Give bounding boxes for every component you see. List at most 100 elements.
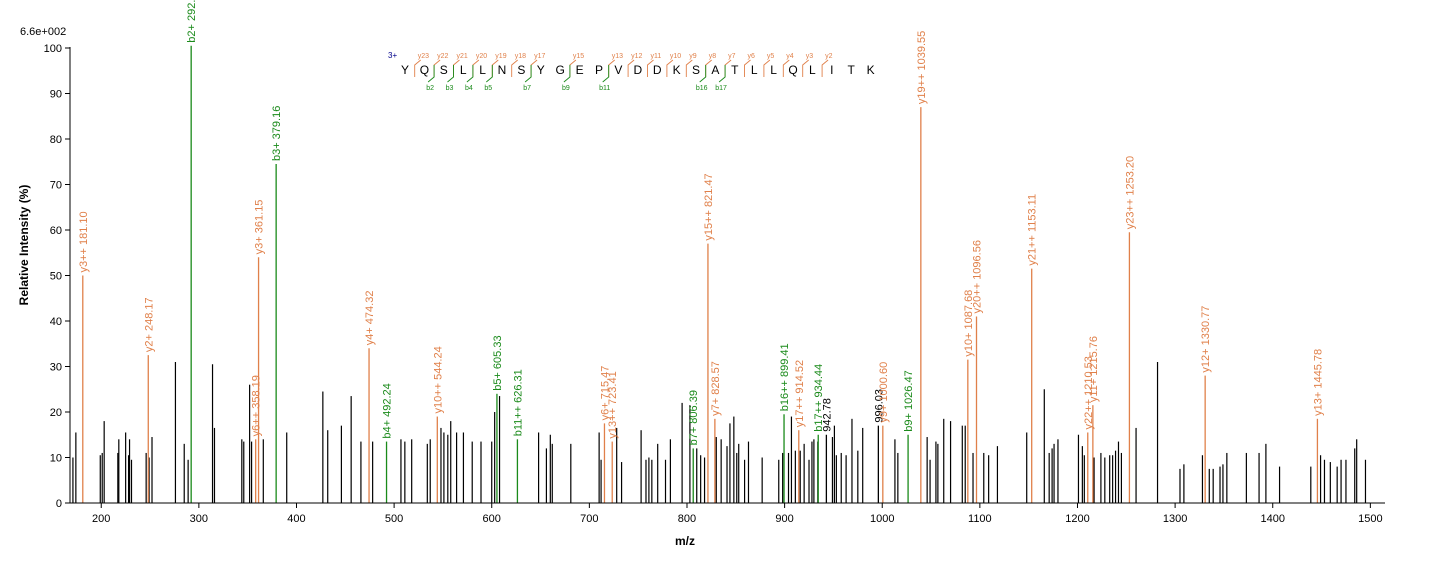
peak-label: y21++ 1153.11	[1027, 194, 1039, 266]
y-tick-label: 70	[50, 180, 62, 192]
peak-label: b5+ 605.33	[492, 335, 504, 390]
x-tick-label: 400	[287, 513, 305, 525]
x-tick-label: 1200	[1065, 513, 1089, 525]
peak-label: y11+ 1215.76	[1088, 336, 1100, 402]
y-tick-label: 30	[50, 362, 62, 374]
peak-label: y13+ 1445.78	[1312, 349, 1324, 416]
sequence-residue: G	[556, 63, 565, 77]
y-tick-label: 40	[50, 316, 62, 328]
sequence-residue: L	[460, 63, 467, 77]
y-tick-label: 50	[50, 271, 62, 283]
y-tick-label: 80	[50, 134, 62, 146]
sequence-residue: L	[751, 63, 758, 77]
x-axis-title: m/z	[675, 534, 695, 548]
peak-label: y4+ 474.32	[364, 291, 376, 346]
y-ion-label: y11	[651, 53, 662, 60]
y-ion-bracket	[414, 59, 421, 77]
x-tick-label: 1300	[1163, 513, 1187, 525]
peak-label: y6+ 715.47	[599, 366, 611, 421]
b-ion-label: b16	[696, 85, 708, 92]
peak-label: 996.03	[873, 389, 885, 423]
peak-label: y10++ 544.24	[432, 346, 444, 413]
x-tick-label: 1000	[870, 513, 894, 525]
sequence-residue: S	[692, 63, 700, 77]
x-tick-label: 1500	[1358, 513, 1382, 525]
peak-label: y22++ 1210.53	[1083, 356, 1095, 429]
b-ion-label: b11	[599, 85, 610, 92]
y-ion-label: y9	[689, 53, 697, 60]
peak-labels-group: y3++ 181.10 y2+ 248.17 b2+ 292.12 y6++ 358.…	[78, 0, 1325, 445]
peak-label: y23++ 1253.20	[1124, 156, 1136, 229]
y-axis-title: Relative Intensity (%)	[17, 185, 31, 306]
b-ion-bracket	[466, 65, 474, 83]
sequence-residue: S	[440, 63, 448, 77]
y-ion-bracket	[627, 59, 635, 77]
peak-label: 942.78	[821, 398, 833, 432]
y-ion-bracket	[647, 59, 654, 77]
x-tick-label: 900	[775, 513, 793, 525]
x-tick-label: 300	[190, 513, 208, 525]
peak-label: y3+ 361.15	[254, 200, 266, 255]
b-ion-label: b7	[523, 85, 531, 92]
peak-label: b7+ 806.39	[688, 390, 700, 445]
x-tick-label: 500	[385, 513, 403, 525]
x-tick-label: 1400	[1260, 513, 1284, 525]
sequence-residue: N	[498, 63, 507, 77]
b-ion-bracket	[699, 65, 707, 83]
sequence-residue: Q	[788, 63, 797, 77]
peak-label: b17++ 934.44	[813, 364, 825, 432]
x-tick-label: 200	[92, 513, 110, 525]
b-ion-bracket	[486, 65, 493, 83]
peak-label: b4+ 492.24	[382, 383, 394, 438]
y-tick-label: 10	[50, 453, 62, 465]
y-tick-label: 90	[50, 89, 62, 101]
peak-label: b9+ 1026.47	[903, 370, 915, 431]
peak-label: y3++ 181.10	[78, 211, 90, 272]
max-intensity-label: 6.6e+002	[20, 26, 66, 38]
y-ion-label: y20	[476, 53, 487, 60]
peak-label: y9+ 1000.60	[878, 362, 890, 423]
y-ion-label: y15	[573, 53, 584, 60]
sequence-residue: K	[673, 63, 681, 77]
y-ion-label: y22	[437, 53, 448, 60]
y-ion-label: y18	[515, 53, 526, 60]
y-ion-label: y21	[457, 53, 468, 60]
y-ion-bracket	[666, 59, 674, 77]
b-ion-label: b9	[562, 85, 570, 92]
peak-label: y12+ 1330.77	[1200, 306, 1212, 373]
peak-label: y15++ 821.47	[703, 173, 715, 240]
y-ion-bracket	[782, 59, 790, 77]
y-tick-label: 0	[56, 498, 62, 510]
sequence-residue: L	[479, 63, 486, 77]
y-ion-label: y23	[418, 53, 429, 60]
b-ion-bracket	[524, 65, 532, 83]
b-ion-label: b17	[715, 85, 727, 92]
b-ion-bracket	[563, 65, 571, 83]
y-tick-label: 100	[44, 43, 62, 55]
y-ion-bracket	[763, 59, 771, 77]
sequence-residue: T	[731, 63, 739, 77]
y-ion-label: y13	[612, 53, 623, 60]
y-ion-label: y2	[825, 53, 833, 60]
peak-label: y10+ 1087.68	[963, 290, 975, 357]
b-ion-bracket	[447, 65, 454, 83]
y-ion-label: y4	[786, 53, 794, 60]
y-ion-label: y12	[631, 53, 642, 60]
sequence-residue: I	[830, 63, 833, 77]
sequence-residue: D	[653, 63, 662, 77]
peak-label: y2+ 248.17	[143, 297, 155, 352]
peak-label: y19++ 1039.55	[916, 31, 928, 104]
y-ion-label: y6	[748, 53, 756, 60]
charge-state-label: 3+	[388, 51, 397, 60]
b-ion-label: b2	[426, 85, 434, 92]
y-ion-label: y5	[767, 53, 775, 60]
sequence-residue: D	[633, 63, 642, 77]
peak-label: y7+ 828.57	[710, 361, 722, 416]
sequence-residue: Y	[537, 63, 545, 77]
y-ion-bracket	[821, 59, 829, 77]
sequence-residue: V	[614, 63, 622, 77]
sequence-residue: L	[770, 63, 777, 77]
